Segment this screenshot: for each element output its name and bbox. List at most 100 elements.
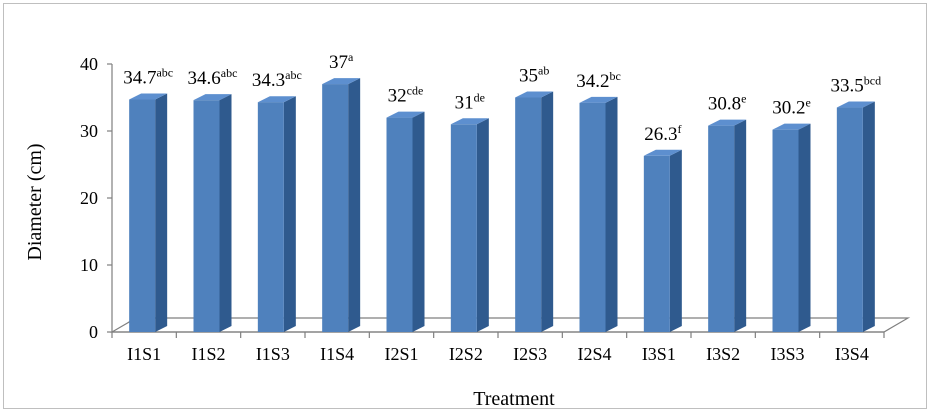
data-label: 30.8e <box>708 92 747 115</box>
significance-letter: e <box>805 96 810 110</box>
data-label: 30.2e <box>772 96 811 119</box>
data-label: 32cde <box>388 84 424 107</box>
y-tick-label: 10 <box>80 255 98 275</box>
data-label: 34.6abc <box>188 66 238 89</box>
significance-letter: abc <box>221 66 238 80</box>
data-value: 30.2 <box>772 98 805 119</box>
significance-letter: abc <box>156 66 173 80</box>
significance-letter: ab <box>538 64 549 78</box>
bar-side <box>412 111 425 332</box>
x-axis-title: Treatment <box>473 388 555 410</box>
x-tick-label: I1S1 <box>127 344 161 364</box>
bar-side <box>219 94 232 333</box>
significance-letter: bc <box>609 69 620 83</box>
bar <box>836 101 875 332</box>
x-tick-label: I3S4 <box>835 344 869 364</box>
bar-front <box>515 97 542 332</box>
data-value: 34.7 <box>123 68 156 89</box>
data-value: 32 <box>388 86 407 107</box>
significance-letter: cde <box>407 84 424 98</box>
significance-letter: f <box>677 122 681 136</box>
chart-frame: 0 10 20 30 40 I1S1 I1S2 I1S3 I1S4 I2S1 I2S2 I2S3 I2S… <box>3 3 927 410</box>
data-label: 31de <box>455 90 485 113</box>
bar-side <box>155 93 168 332</box>
bar-side <box>798 123 811 332</box>
significance-letter: bcd <box>864 74 881 88</box>
bar-front <box>643 155 670 332</box>
data-label: 34.2bc <box>576 69 621 92</box>
bar-top <box>257 96 296 103</box>
bar-front <box>772 129 799 332</box>
bar-top <box>708 119 747 126</box>
data-label: 26.3f <box>644 122 681 145</box>
x-tick-label: I2S4 <box>577 344 611 364</box>
bar-side <box>283 96 296 332</box>
data-label: 34.7abc <box>123 66 173 89</box>
bar-top <box>193 94 232 101</box>
bar <box>322 78 361 332</box>
data-value: 34.2 <box>576 71 609 92</box>
y-tick-label: 30 <box>80 121 98 141</box>
bar <box>257 96 296 332</box>
x-tick-label: I2S1 <box>384 344 418 364</box>
bars <box>129 78 875 333</box>
bar-front <box>708 125 735 332</box>
bar <box>772 123 811 332</box>
bar <box>450 118 489 332</box>
bar-top <box>772 123 811 130</box>
bar-side <box>541 91 554 332</box>
significance-letter: a <box>348 50 354 64</box>
bar <box>193 94 232 333</box>
x-tick-label: I1S3 <box>256 344 290 364</box>
data-label: 35ab <box>519 64 549 87</box>
bar <box>643 149 682 332</box>
data-label: 34.3abc <box>252 68 302 91</box>
data-value: 31 <box>455 92 474 113</box>
x-tick-label: I3S2 <box>706 344 740 364</box>
bar-top <box>129 93 168 100</box>
y-tick-label: 20 <box>80 188 98 208</box>
bar-top <box>515 91 554 98</box>
x-tick-label: I3S3 <box>770 344 804 364</box>
significance-letter: e <box>741 92 746 106</box>
bar <box>129 93 168 332</box>
bar-top <box>322 78 361 85</box>
bar-top <box>450 118 489 125</box>
bar-top <box>386 111 425 118</box>
data-value: 34.3 <box>252 70 285 91</box>
bar <box>579 96 618 332</box>
bar-top <box>836 101 875 108</box>
bar-front <box>129 99 156 332</box>
bar <box>515 91 554 332</box>
x-tick-label: I2S2 <box>449 344 483 364</box>
bar-front <box>386 117 413 332</box>
bar-front <box>836 107 863 332</box>
significance-letter: abc <box>285 68 302 82</box>
y-axis-title: Diameter (cm) <box>24 143 46 260</box>
data-labels: 34.7abc 34.6abc 34.3abc37a32cde31de35ab34.… <box>123 50 881 145</box>
x-tick-label: I3S1 <box>642 344 676 364</box>
axes: 0 10 20 30 40 I1S1 I1S2 I1S3 I1S4 I2S1 I2S2 I2S3 I2S… <box>80 54 885 364</box>
bar-front <box>579 102 606 332</box>
bar-front <box>193 100 220 333</box>
bar <box>708 119 747 332</box>
bar-front <box>450 124 477 332</box>
x-tick-label: I1S4 <box>320 344 354 364</box>
bar-side <box>476 118 489 332</box>
x-tick-label: I1S2 <box>191 344 225 364</box>
data-value: 26.3 <box>644 124 677 145</box>
y-tick-label: 40 <box>80 54 98 74</box>
data-value: 34.6 <box>188 68 221 89</box>
bar-chart: 0 10 20 30 40 I1S1 I1S2 I1S3 I1S4 I2S1 I2S2 I2S3 I2S… <box>24 50 911 410</box>
data-label: 33.5bcd <box>831 74 882 97</box>
bar-side <box>605 96 618 332</box>
bar-top <box>579 96 618 103</box>
bar-side <box>669 149 682 332</box>
data-label: 37a <box>329 50 354 73</box>
bar-front <box>322 84 349 332</box>
data-value: 35 <box>519 66 538 87</box>
bar-side <box>348 78 361 332</box>
bar-front <box>257 102 284 332</box>
data-value: 37 <box>329 52 348 73</box>
x-tick-label: I2S3 <box>513 344 547 364</box>
